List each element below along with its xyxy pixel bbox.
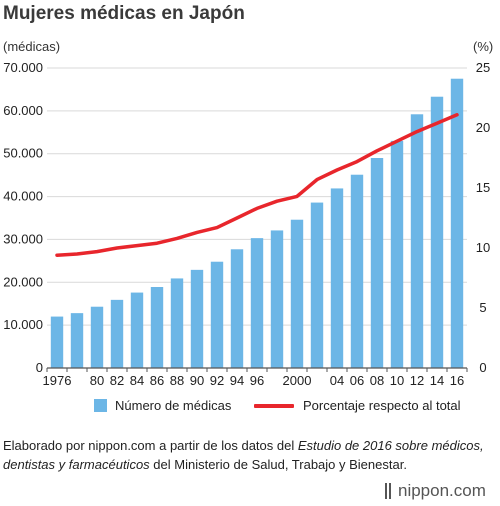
caption-text-1: Elaborado por nippon.com a partir de los… [3, 438, 298, 453]
y-left-tick-label: 40.000 [3, 189, 43, 204]
x-tick-label: 16 [450, 373, 464, 388]
x-tick-label: 96 [250, 373, 264, 388]
legend-bars-label: Número de médicas [115, 398, 232, 413]
bar [290, 219, 304, 368]
x-tick-label: 04 [330, 373, 344, 388]
bar [150, 287, 164, 368]
legend-line-label: Porcentaje respecto al total [303, 398, 461, 413]
bar [230, 249, 244, 368]
x-tick-label: 14 [430, 373, 444, 388]
bar [170, 278, 184, 368]
legend-item-line: Porcentaje respecto al total [254, 398, 461, 413]
y-left-tick-label: 30.000 [3, 231, 43, 246]
x-tick-label: 10 [390, 373, 404, 388]
x-tick-label: 94 [230, 373, 244, 388]
x-tick-label: 2000 [283, 373, 312, 388]
bar [110, 299, 124, 368]
bar-series [50, 78, 464, 369]
x-tick-label: 92 [210, 373, 224, 388]
bar [70, 313, 84, 368]
right-axis-unit: (%) [473, 39, 494, 54]
x-tick-label: 12 [410, 373, 424, 388]
bar [390, 140, 404, 368]
bar [130, 292, 144, 368]
x-tick-label: 88 [170, 373, 184, 388]
bar [450, 78, 464, 368]
bar [250, 238, 264, 368]
y-right-tick-label: 10 [476, 240, 490, 255]
y-right-tick-label: 0 [479, 360, 486, 375]
x-tick-label: 06 [350, 373, 364, 388]
bar [90, 306, 104, 368]
bar [190, 269, 204, 368]
bar [370, 158, 384, 368]
bar [430, 96, 444, 368]
x-tick-label: 1976 [43, 373, 72, 388]
bar [350, 174, 364, 368]
bar [270, 230, 284, 368]
brand-mark-icon [385, 483, 391, 499]
caption-publication-title: Estudio de 2016 sobre médicos, dentistas… [3, 438, 484, 472]
legend-bar-swatch [94, 399, 107, 412]
y-left-tick-label: 60.000 [3, 103, 43, 118]
bar [310, 202, 324, 368]
brand-name: nippon.com [398, 481, 486, 500]
bar [210, 261, 224, 368]
y-right-tick-label: 25 [476, 60, 490, 75]
x-tick-label: 80 [90, 373, 104, 388]
x-tick-label: 90 [190, 373, 204, 388]
chart-plot: 0 10.000 20.000 30.000 40.000 50.000 60.000 70.… [3, 60, 490, 388]
series-line [55, 113, 459, 257]
y-left-tick-label: 10.000 [3, 317, 43, 332]
x-tick-label: 08 [370, 373, 384, 388]
y-right-tick-label: 5 [479, 300, 486, 315]
caption-text-2: del Ministerio de Salud, Trabajo y Biene… [149, 457, 407, 472]
x-tick-label: 84 [130, 373, 144, 388]
line-series [55, 113, 459, 257]
brand-logo: nippon.com [385, 481, 486, 501]
left-axis-unit: (médicas) [3, 39, 61, 54]
x-tick-label: 86 [150, 373, 164, 388]
x-tick-label: 82 [110, 373, 124, 388]
axes: 0 10.000 20.000 30.000 40.000 50.000 60.000 70.… [3, 60, 490, 388]
legend-line-swatch [254, 403, 294, 408]
y-left-tick-label: 0 [36, 360, 43, 375]
y-left-tick-label: 70.000 [3, 60, 43, 75]
source-caption: Elaborado por nippon.com a partir de los… [3, 436, 493, 474]
bar [330, 188, 344, 368]
y-left-tick-label: 20.000 [3, 274, 43, 289]
y-right-tick-label: 20 [476, 120, 490, 135]
chart-title: Mujeres médicas en Japón [3, 3, 245, 24]
bar [410, 114, 424, 369]
y-right-tick-label: 15 [476, 180, 490, 195]
bar [50, 316, 64, 368]
y-left-tick-label: 50.000 [3, 146, 43, 161]
legend-item-bars: Número de médicas [94, 398, 231, 413]
